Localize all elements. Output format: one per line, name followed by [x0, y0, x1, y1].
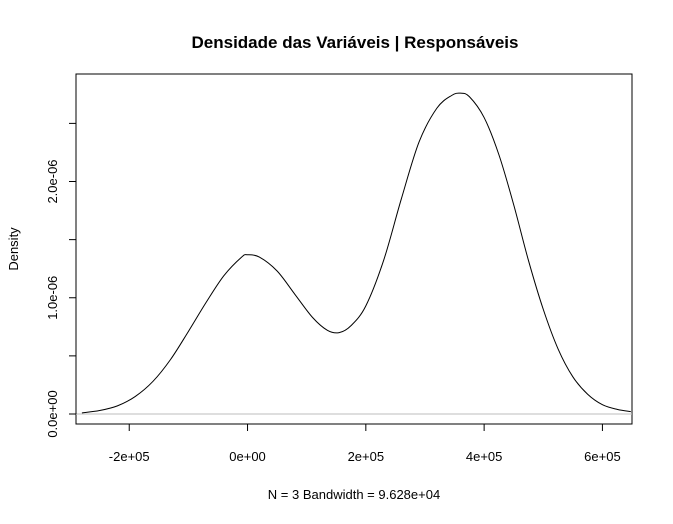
- x-axis: -2e+05 0e+00 2e+05 4e+05 6e+05: [109, 423, 621, 464]
- x-tick-label-2: 2e+05: [348, 449, 385, 464]
- y-tick-label-0: 0.0e+00: [45, 390, 60, 437]
- y-tick-label-4: 2.0e-06: [45, 159, 60, 203]
- y-tick-label-2: 1.0e-06: [45, 276, 60, 320]
- x-tick-label-0: -2e+05: [109, 449, 150, 464]
- chart-title: Densidade das Variáveis | Responsáveis: [192, 33, 519, 52]
- x-axis-label: N = 3 Bandwidth = 9.628e+04: [268, 487, 440, 502]
- y-axis: 0.0e+00 1.0e-06 2.0e-06: [45, 122, 77, 438]
- plot-box: [75, 73, 633, 425]
- x-tick-label-4: 6e+05: [584, 449, 621, 464]
- density-curve: [81, 92, 631, 414]
- x-tick-label-1: 0e+00: [229, 449, 266, 464]
- y-axis-label: Density: [6, 227, 21, 271]
- x-tick-label-3: 4e+05: [466, 449, 503, 464]
